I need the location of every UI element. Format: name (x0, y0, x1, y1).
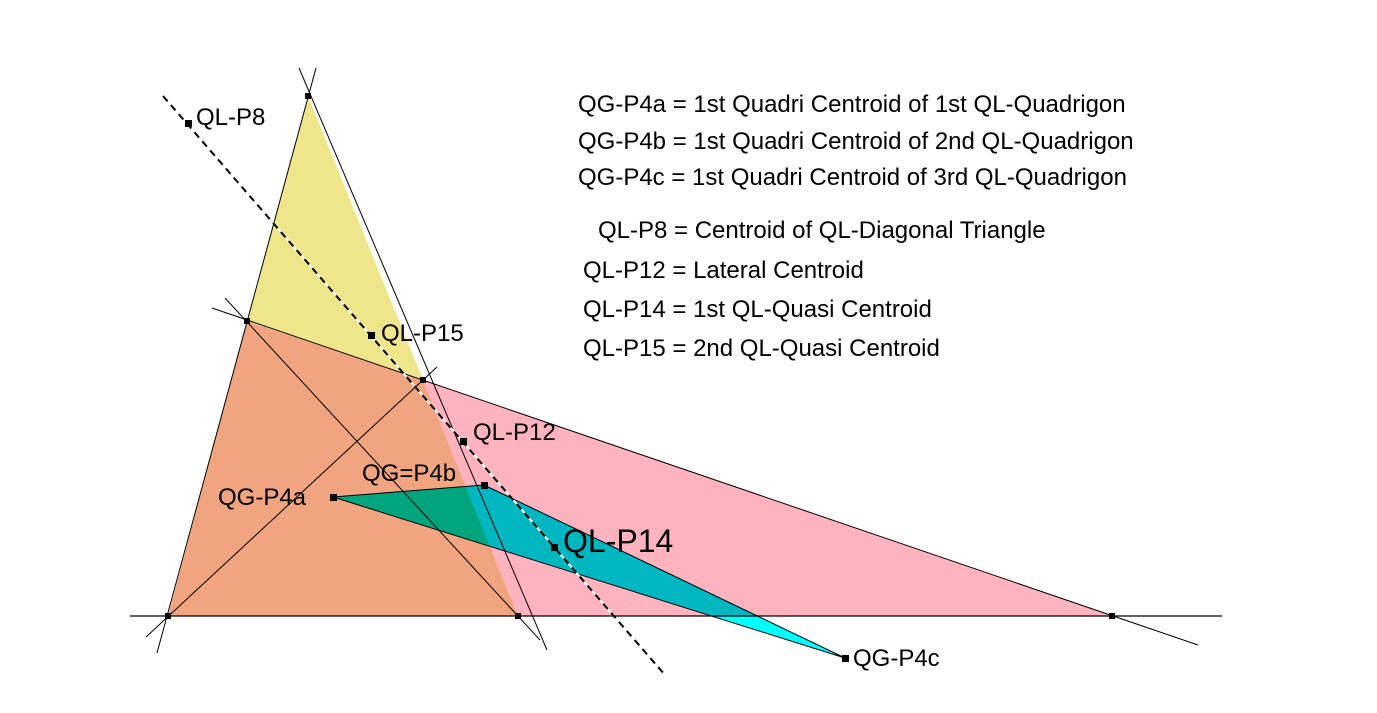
ql-p15-point (368, 332, 375, 339)
legend-line: QL-P12 = Lateral Centroid (583, 257, 864, 284)
diagonal-line-2 (224, 297, 541, 641)
lateral-line (211, 307, 1199, 646)
qg-p4b-point (481, 482, 488, 489)
legend-line: QL-P14 = 1st QL-Quasi Centroid (583, 296, 932, 323)
legend: QG-P4a = 1st Quadri Centroid of 1st QL-Q… (578, 91, 1134, 362)
ql-p12-point (460, 438, 467, 445)
legend-line: QL-P15 = 2nd QL-Quasi Centroid (583, 335, 940, 362)
quadrigon-centroid-triangle-left-part (333, 485, 518, 616)
ql-p12-label: QL-P12 (473, 419, 556, 446)
left-side-line (156, 67, 317, 654)
ql-p15-label: QL-P15 (381, 320, 464, 347)
legend-line: QG-P4c = 1st Quadri Centroid of 3rd QL-Q… (578, 164, 1127, 191)
qg-p4a-point (330, 494, 337, 501)
quadrilateral-lines (130, 67, 1222, 654)
qg-p4b-label: QG=P4b (362, 460, 456, 487)
qg-p4c-point (842, 655, 849, 662)
ql-p14-point (551, 544, 558, 551)
qg-p4c-label: QG-P4c (853, 645, 940, 672)
upper-triangle-region (247, 96, 423, 380)
ql-p8-label: QL-P8 (196, 104, 265, 131)
ql-p14-label: QL-P14 (563, 523, 673, 559)
qg-p4a-label: QG-P4a (218, 484, 307, 511)
quadrigon-centroid-triangle-outline (332, 484, 846, 659)
left-quadrilateral-region (168, 321, 518, 616)
legend-line: QG-P4b = 1st Quadri Centroid of 2nd QL-Q… (578, 128, 1134, 155)
centroid-dashed-line (162, 95, 666, 676)
vertex-markers (165, 93, 1115, 619)
legend-line: QL-P8 = Centroid of QL-Diagonal Triangle (598, 217, 1046, 244)
legend-line: QG-P4a = 1st Quadri Centroid of 1st QL-Q… (578, 91, 1126, 118)
right-side-line (298, 67, 548, 651)
diagonal-line-1 (145, 366, 438, 638)
ql-p8-point (185, 120, 192, 127)
